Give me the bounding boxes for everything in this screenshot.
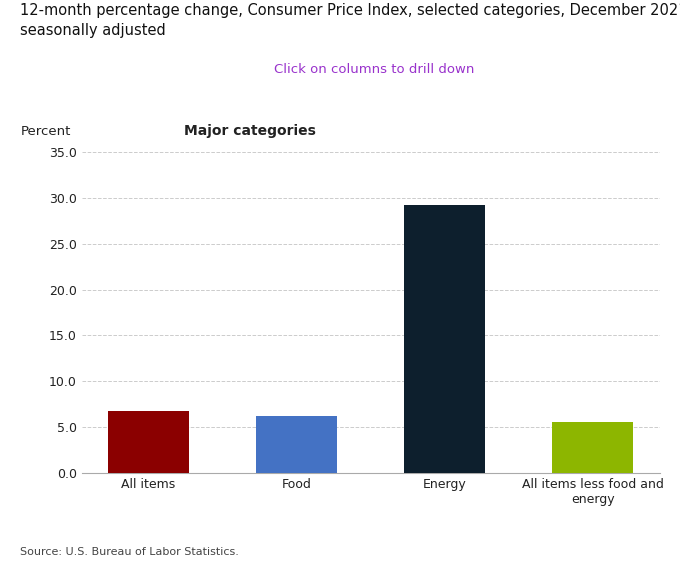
Text: Source: U.S. Bureau of Labor Statistics.: Source: U.S. Bureau of Labor Statistics. [20,547,239,557]
Text: Click on columns to drill down: Click on columns to drill down [274,63,474,76]
Text: Percent: Percent [20,125,71,138]
Bar [404,205,486,473]
Bar [108,410,189,473]
Text: 12-month percentage change, Consumer Price Index, selected categories, December : 12-month percentage change, Consumer Pri… [20,3,680,38]
Text: Major categories: Major categories [184,124,316,138]
Bar [256,416,337,473]
Bar [552,422,633,473]
